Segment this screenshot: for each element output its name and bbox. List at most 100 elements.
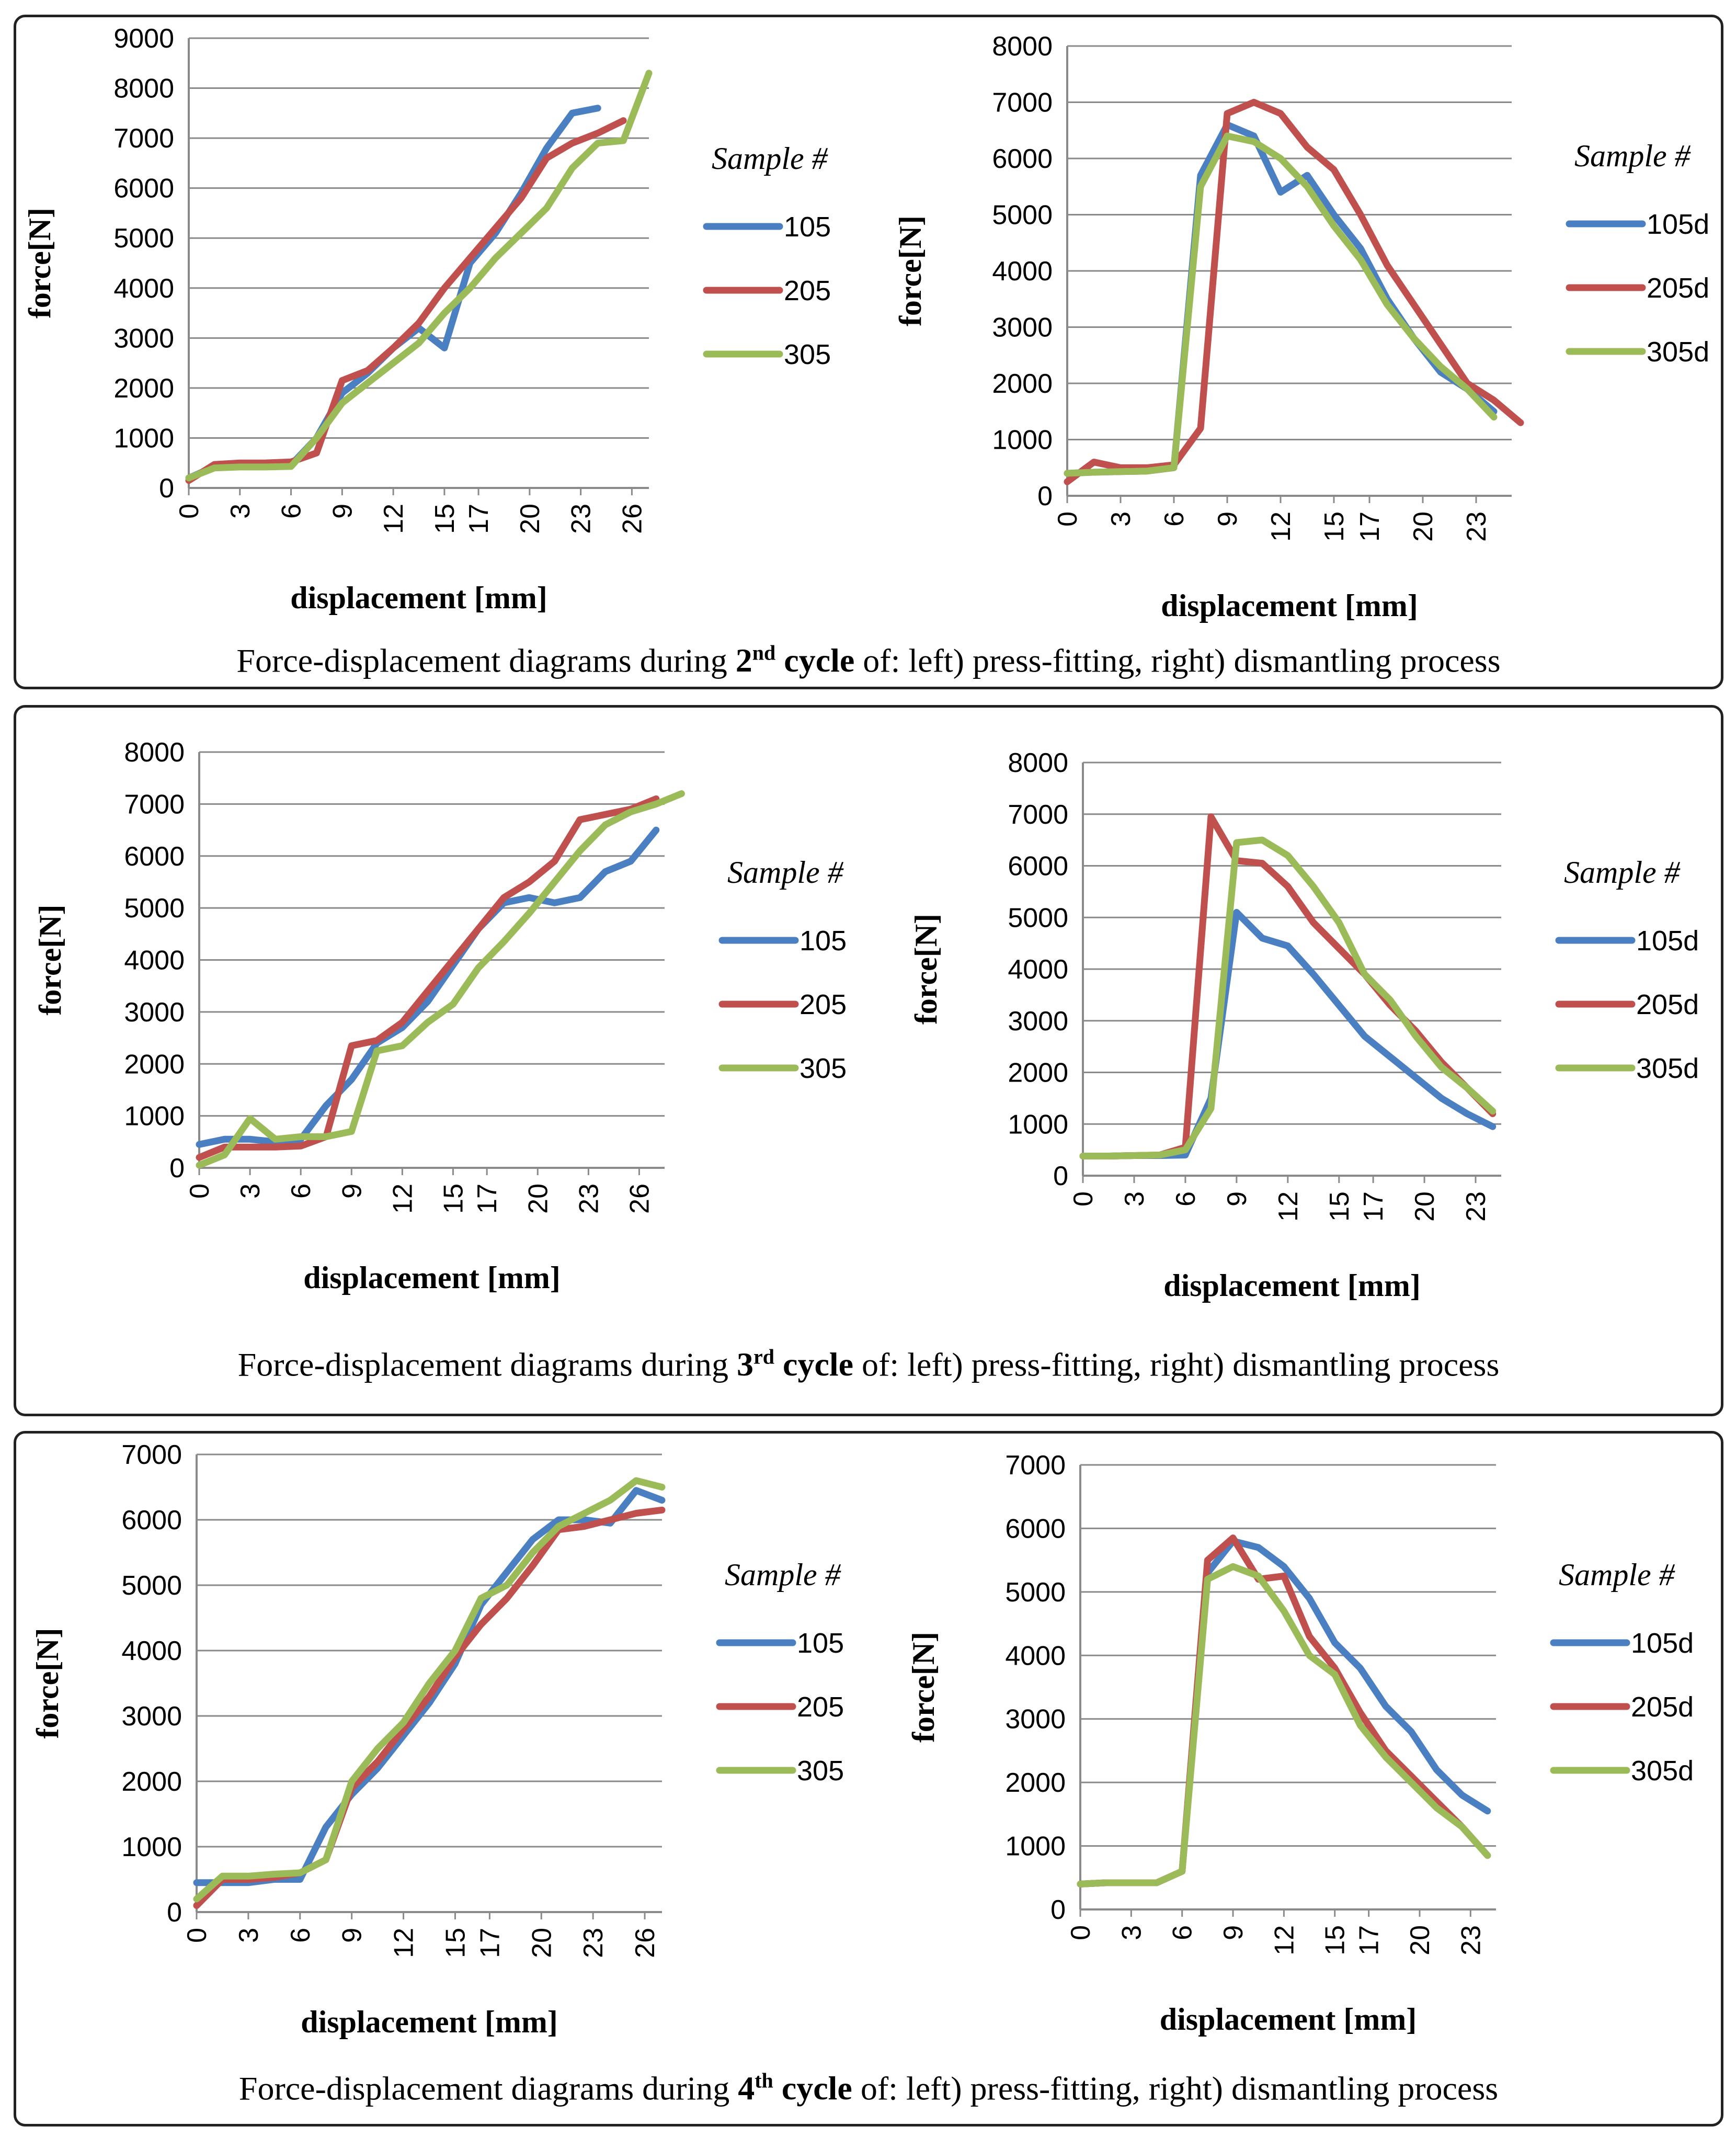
x-tick-label: 12 — [1269, 1925, 1299, 1955]
x-axis-title: displacement [mm] — [301, 2005, 558, 2039]
y-tick-label: 1000 — [992, 425, 1053, 456]
series-line-305 — [196, 790, 685, 1169]
series-line-205d — [1079, 813, 1497, 1159]
left-chart-2: 0 1000 2000 3000 4000 5000 6000 7000 8000 0 3 6 9 12 1… — [33, 737, 847, 1295]
x-axis-title: displacement [mm] — [303, 1260, 561, 1295]
right-chart-3: 0 1000 2000 3000 4000 5000 6000 7000 0 3 6 9 12 15 17 2… — [906, 1450, 1694, 2037]
legend-label-205d: 205d — [1631, 1691, 1694, 1723]
y-tick-label: 5000 — [113, 223, 174, 254]
x-tick-label: 0 — [1068, 1191, 1099, 1207]
y-axis-title: force[N] — [30, 1628, 65, 1738]
x-tick-label: 12 — [1266, 511, 1296, 542]
y-tick-label: 2000 — [1008, 1058, 1068, 1088]
x-tick-label: 9 — [1213, 511, 1243, 527]
caption-text-end: of: left) press-fitting, right) dismantl… — [852, 2069, 1499, 2107]
legend-label-305d: 305d — [1647, 336, 1709, 368]
x-tick-label: 26 — [617, 504, 647, 534]
legend-title: Sample # — [727, 855, 844, 890]
x-tick-label: 15 — [440, 1928, 471, 1958]
x-tick-label: 23 — [1461, 511, 1492, 542]
y-tick-label: 6000 — [992, 144, 1053, 174]
y-tick-label: 2000 — [121, 1767, 182, 1797]
x-tick-label: 17 — [1358, 1191, 1389, 1222]
y-tick-label: 9000 — [113, 24, 174, 54]
legend-label-205: 205 — [784, 275, 831, 306]
series-line-305d — [1079, 836, 1497, 1159]
y-tick-label: 4000 — [121, 1636, 182, 1666]
x-tick-label: 23 — [1456, 1925, 1486, 1955]
legend: Sample # 105d 205d 305d — [1566, 139, 1709, 368]
x-tick-label: 23 — [578, 1928, 609, 1958]
x-tick-label: 0 — [1053, 511, 1083, 527]
x-tick-label: 6 — [286, 1184, 316, 1199]
y-tick-label: 8000 — [992, 31, 1053, 62]
legend: Sample # 105 205 305 — [716, 1557, 844, 1787]
caption-cycle-word: cycle — [775, 642, 855, 679]
legend-label-205: 205 — [797, 1691, 844, 1723]
caption-text-end: of: left) press-fitting, right) dismantl… — [853, 1346, 1500, 1383]
y-tick-label: 8000 — [1008, 748, 1068, 778]
legend-label-205d: 205d — [1647, 272, 1709, 304]
y-tick-label: 5000 — [124, 893, 185, 924]
y-tick-label: 3000 — [124, 997, 185, 1028]
y-tick-label: 3000 — [1008, 1006, 1068, 1037]
y-tick-label: 1000 — [1005, 1832, 1066, 1862]
y-tick-label: 0 — [159, 473, 174, 504]
caption-cycle-word: cycle — [774, 1346, 854, 1383]
x-axis-title: displacement [mm] — [1160, 2002, 1417, 2037]
y-axis-title: force[N] — [893, 215, 928, 326]
legend-label-305d: 305d — [1636, 1053, 1699, 1084]
left-chart-1: 0 1000 2000 3000 4000 5000 6000 7000 8000 9000 0 3 6… — [22, 24, 831, 615]
caption-text: Force-displacement diagrams during — [238, 2069, 738, 2107]
right-chart-2: 0 1000 2000 3000 4000 5000 6000 7000 8000 0 3 6 9 12 1… — [909, 748, 1699, 1303]
x-tick-label: 3 — [1106, 511, 1136, 527]
legend-label-305: 305 — [800, 1053, 847, 1084]
legend: Sample # 105 205 305 — [718, 855, 847, 1084]
y-tick-label: 1000 — [1008, 1109, 1068, 1140]
y-tick-label: 6000 — [1008, 851, 1068, 882]
series-line-305d — [1064, 132, 1498, 477]
y-tick-label: 7000 — [992, 88, 1053, 118]
y-tick-label: 3000 — [992, 313, 1053, 343]
y-tick-label: 0 — [1050, 1895, 1066, 1925]
caption-text: Force-displacement diagrams during — [236, 642, 736, 679]
x-tick-label: 9 — [327, 504, 358, 519]
series-line-105d — [1064, 121, 1498, 477]
caption-cycle-number: 4 — [738, 2069, 755, 2107]
y-tick-label: 6000 — [124, 841, 185, 872]
x-tick-label: 12 — [1273, 1191, 1304, 1222]
x-tick-label: 3 — [225, 504, 256, 519]
y-tick-label: 1000 — [113, 423, 174, 453]
figure-panel-cycle-2: 0 1000 2000 3000 4000 5000 6000 7000 8000 9000 0 3 6… — [14, 15, 1723, 689]
y-tick-label: 0 — [1037, 481, 1053, 511]
x-tick-label: 0 — [185, 1184, 215, 1199]
legend-title: Sample # — [725, 1557, 841, 1592]
x-tick-label: 26 — [630, 1928, 660, 1958]
x-tick-label: 3 — [234, 1928, 264, 1943]
y-tick-label: 2000 — [992, 369, 1053, 399]
y-tick-label: 6000 — [113, 174, 174, 204]
y-tick-label: 5000 — [1008, 903, 1068, 933]
legend-title: Sample # — [1564, 855, 1681, 890]
x-tick-label: 26 — [624, 1184, 655, 1214]
x-tick-label: 23 — [566, 504, 597, 534]
y-axis-title: force[N] — [33, 904, 67, 1015]
legend-title: Sample # — [712, 141, 828, 176]
x-tick-label: 23 — [1461, 1191, 1491, 1222]
legend-title: Sample # — [1574, 139, 1691, 173]
legend: Sample # 105d 205d 305d — [1550, 1557, 1694, 1787]
x-tick-label: 20 — [1410, 1191, 1440, 1222]
legend-label-105: 105 — [797, 1628, 844, 1659]
series-line-305d — [1077, 1563, 1491, 1887]
legend-label-305: 305 — [797, 1755, 844, 1787]
y-tick-label: 5000 — [992, 200, 1053, 231]
x-tick-label: 9 — [1218, 1925, 1249, 1940]
series-line-305 — [185, 70, 653, 482]
y-tick-label: 4000 — [1008, 954, 1068, 985]
x-tick-label: 12 — [389, 1928, 419, 1958]
y-tick-label: 4000 — [1005, 1641, 1066, 1671]
y-tick-label: 0 — [169, 1153, 185, 1184]
y-tick-label: 2000 — [1005, 1768, 1066, 1798]
